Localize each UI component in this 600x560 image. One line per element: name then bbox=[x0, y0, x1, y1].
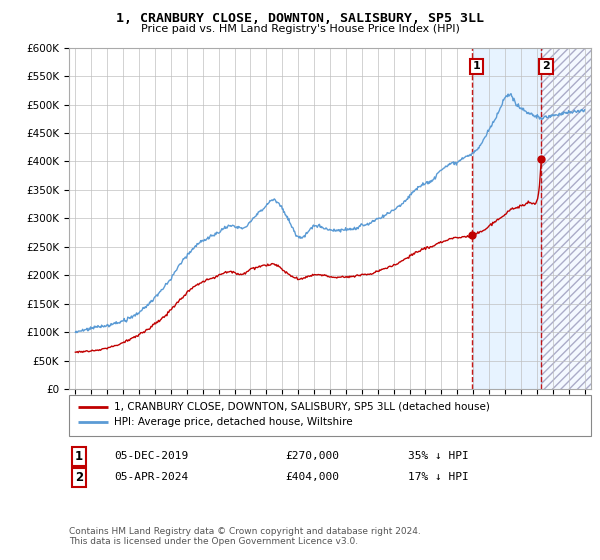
Text: £404,000: £404,000 bbox=[285, 472, 339, 482]
Text: 1: 1 bbox=[473, 62, 481, 71]
Text: 1, CRANBURY CLOSE, DOWNTON, SALISBURY, SP5 3LL (detached house): 1, CRANBURY CLOSE, DOWNTON, SALISBURY, S… bbox=[114, 402, 490, 412]
Text: 1, CRANBURY CLOSE, DOWNTON, SALISBURY, SP5 3LL: 1, CRANBURY CLOSE, DOWNTON, SALISBURY, S… bbox=[116, 12, 484, 25]
Bar bbox=[473, 48, 541, 389]
Text: HPI: Average price, detached house, Wiltshire: HPI: Average price, detached house, Wilt… bbox=[114, 417, 353, 427]
Text: 1: 1 bbox=[75, 450, 83, 463]
Text: £270,000: £270,000 bbox=[285, 451, 339, 461]
Text: Contains HM Land Registry data © Crown copyright and database right 2024.
This d: Contains HM Land Registry data © Crown c… bbox=[69, 526, 421, 546]
Text: 17% ↓ HPI: 17% ↓ HPI bbox=[408, 472, 469, 482]
Text: 2: 2 bbox=[75, 470, 83, 484]
Text: 35% ↓ HPI: 35% ↓ HPI bbox=[408, 451, 469, 461]
Text: 2: 2 bbox=[542, 62, 550, 71]
Text: 05-APR-2024: 05-APR-2024 bbox=[114, 472, 188, 482]
Text: 05-DEC-2019: 05-DEC-2019 bbox=[114, 451, 188, 461]
Text: Price paid vs. HM Land Registry's House Price Index (HPI): Price paid vs. HM Land Registry's House … bbox=[140, 24, 460, 34]
